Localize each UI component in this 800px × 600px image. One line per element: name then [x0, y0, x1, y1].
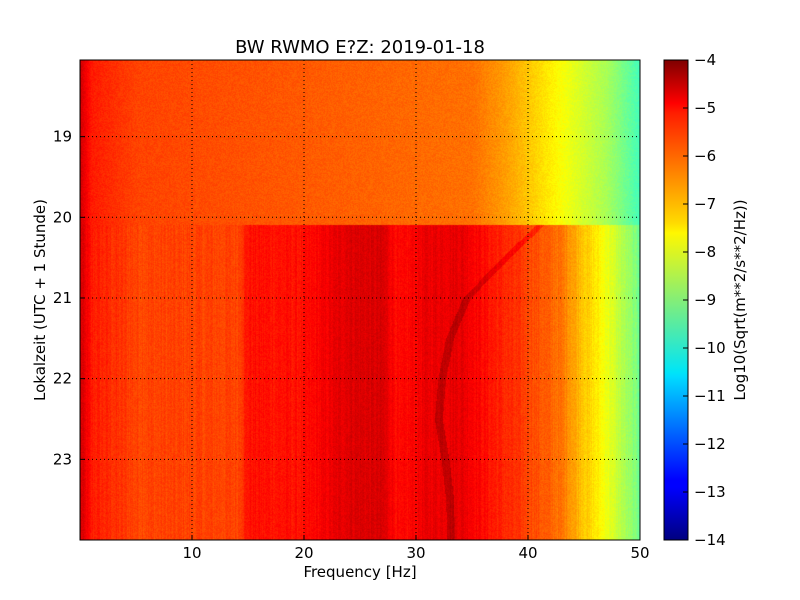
y-tick-label: 20 — [53, 208, 72, 226]
y-tick-label: 19 — [53, 128, 72, 146]
colorbar-tick-label: −9 — [694, 291, 716, 309]
colorbar-tick-label: −5 — [694, 99, 716, 117]
spectrogram-heatmap — [80, 60, 640, 540]
y-tick-label: 22 — [53, 370, 72, 388]
x-tick-label: 50 — [630, 544, 649, 562]
x-axis: 10 20 30 40 50 — [182, 535, 650, 562]
colorbar-tick-label: −8 — [694, 243, 716, 261]
colorbar-tick-label: −14 — [694, 531, 726, 549]
colorbar-tick-label: −12 — [694, 435, 726, 453]
y-tick-label: 21 — [53, 289, 72, 307]
heatmap-cells — [80, 60, 640, 540]
chart-title: BW RWMO E?Z: 2019-01-18 — [235, 37, 485, 58]
colorbar-label: Log10(Sqrt(m**2/s**2/Hz)) — [731, 199, 749, 400]
colorbar-tick-label: −11 — [694, 387, 726, 405]
colorbar-tick-label: −6 — [694, 147, 716, 165]
colorbar-tick-label: −4 — [694, 51, 716, 69]
x-tick-label: 10 — [182, 544, 201, 562]
x-tick-label: 30 — [406, 544, 425, 562]
colorbar-tick-label: −13 — [694, 483, 726, 501]
colorbar-tick-label: −10 — [694, 339, 726, 357]
colorbar-ticks: −4 −5 −6 −7 −8 −9 −10 −11 −12 −13 −14 — [683, 51, 726, 549]
y-axis: 19 20 21 22 23 — [53, 128, 85, 468]
colorbar: −4 −5 −6 −7 −8 −9 −10 −11 −12 −13 −14 Log10(Sqrt(m… — [663, 51, 749, 549]
colorbar-tick-label: −7 — [694, 195, 716, 213]
x-tick-label: 40 — [518, 544, 537, 562]
y-tick-label: 23 — [53, 450, 72, 468]
plot-frame — [79, 59, 641, 541]
y-axis-label: Lokalzeit (UTC + 1 Stunde) — [31, 199, 49, 401]
x-axis-label: Frequency [Hz] — [303, 563, 416, 581]
x-tick-label: 20 — [294, 544, 313, 562]
